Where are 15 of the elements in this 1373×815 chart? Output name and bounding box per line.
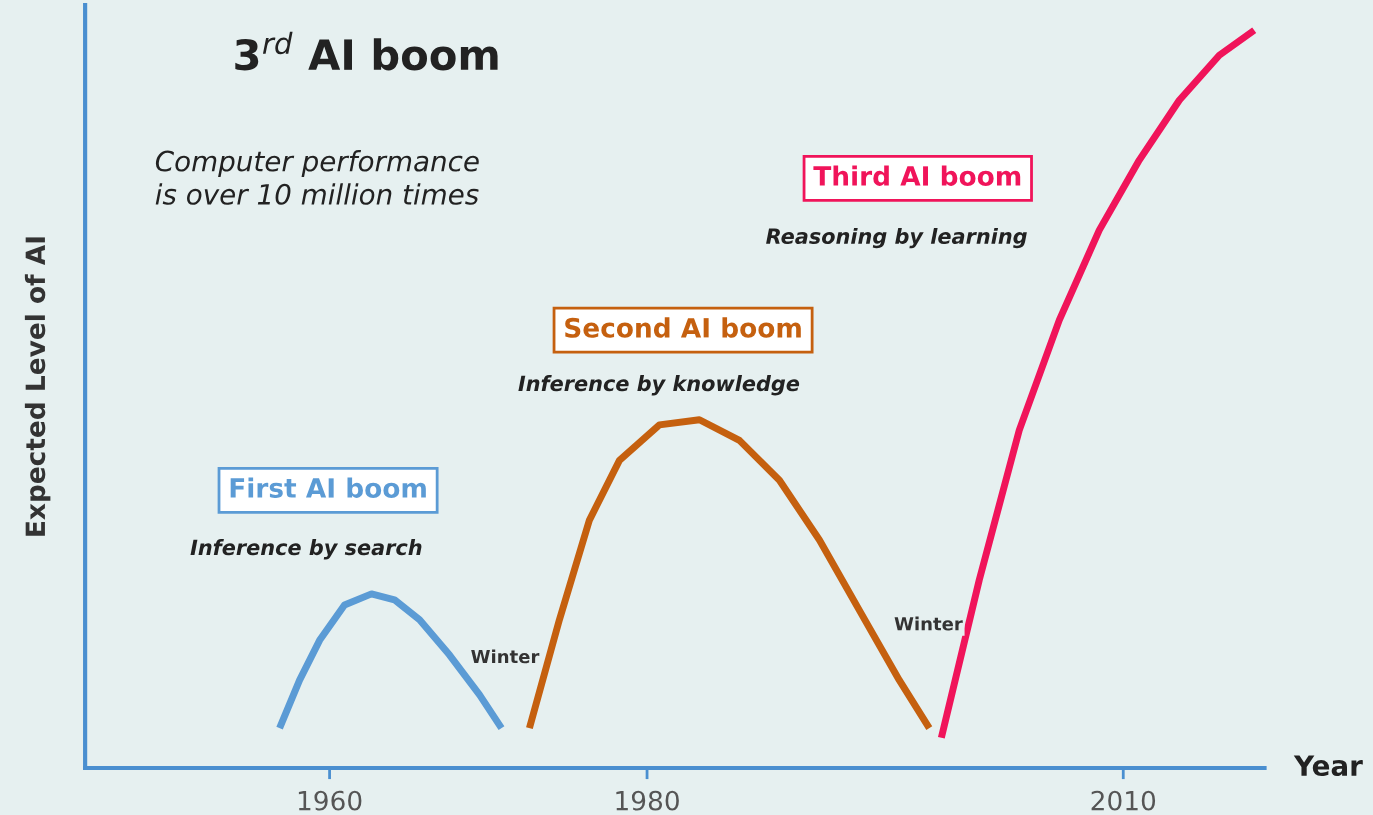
annotation: Inference by knowledge: [518, 375, 800, 396]
annotation: Computer performance is over 10 million times: [155, 150, 479, 205]
text: First AI boom: [230, 477, 426, 498]
y-axis-title: Expected Level of AI: [24, 237, 51, 536]
x-tick-label: 1960: [298, 790, 362, 811]
text: Third AI boom: [813, 165, 1021, 186]
chart-title: 3$^{rd}$ AI boom: [235, 31, 498, 71]
annotation: Winter: [894, 616, 963, 631]
annotation: Inference by search: [190, 539, 422, 560]
x-tick-label: 1980: [616, 790, 679, 811]
x-tick-label: 2010: [1091, 790, 1156, 811]
annotation: Reasoning by learning: [766, 227, 1027, 249]
text: Second AI boom: [565, 317, 801, 338]
x-axis-title: Year: [1293, 755, 1363, 777]
annotation: Winter: [471, 649, 540, 664]
